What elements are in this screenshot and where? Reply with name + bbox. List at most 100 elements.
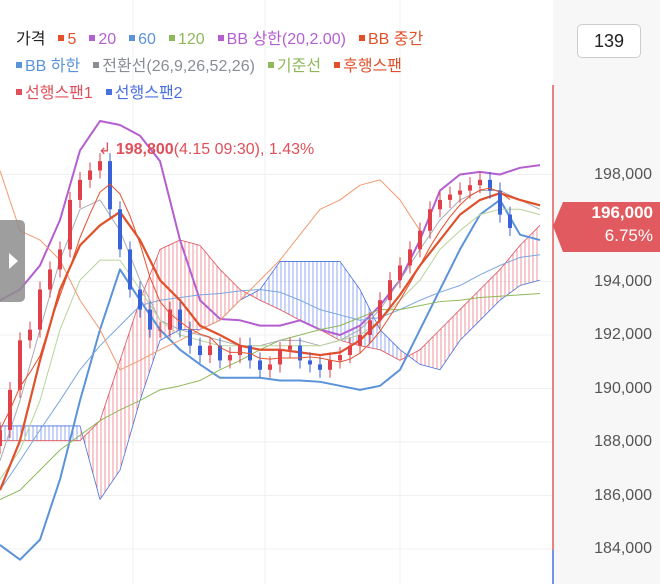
- candle-body: [478, 179, 482, 186]
- cloud-segment: [100, 360, 120, 500]
- max-detail: (4.15 09:30), 1.43%: [173, 141, 315, 158]
- legend-item[interactable]: 전환선(26,9,26,52,26): [93, 53, 255, 80]
- legend-swatch: [58, 34, 65, 41]
- candle-body: [468, 185, 472, 191]
- candle-body: [148, 309, 152, 330]
- candle-body: [38, 289, 42, 330]
- legend-label: 선행스팬1: [25, 85, 93, 102]
- candle-body: [258, 360, 262, 370]
- cloud-segment: [460, 289, 480, 341]
- candle-count-box[interactable]: 139: [577, 24, 641, 58]
- candle-body: [288, 345, 292, 350]
- candle-body: [28, 329, 32, 341]
- legend-swatch: [16, 61, 22, 68]
- legend-item[interactable]: 20: [89, 26, 116, 53]
- series-line: [0, 170, 421, 371]
- legend-label: 후행스팬: [343, 58, 402, 75]
- candle-body: [18, 340, 22, 390]
- span2-line: [0, 261, 541, 500]
- candle-body: [398, 265, 402, 281]
- candle-body: [98, 161, 102, 171]
- candle-body: [228, 355, 232, 361]
- legend-label: BB 하한: [25, 58, 81, 75]
- expand-panel-handle[interactable]: [0, 220, 25, 302]
- candle-body: [388, 280, 392, 301]
- candle-body: [318, 364, 322, 370]
- cloud-segment: [320, 261, 340, 341]
- candle-body: [508, 214, 512, 228]
- legend-item[interactable]: 5: [58, 26, 76, 53]
- candle-body: [168, 309, 172, 330]
- candle-body: [178, 309, 182, 330]
- candle-body: [118, 209, 122, 250]
- legend-swatch: [89, 34, 96, 41]
- series-line: [0, 198, 541, 561]
- legend-label: 기준선: [276, 58, 322, 75]
- legend: 가격 5 20 60 120 BB 상한(20,2.00) BB 중간 BB 하한 전환선(26…: [16, 26, 556, 107]
- candle-body: [488, 179, 492, 191]
- legend-item[interactable]: 선행스팬2: [105, 80, 183, 107]
- cloud-segment: [420, 329, 440, 370]
- candle-body: [68, 199, 72, 250]
- candle-body: [138, 289, 142, 310]
- y-tick-label: 194,000: [594, 272, 652, 290]
- candle-body: [238, 345, 242, 356]
- legend-item[interactable]: 후행스팬: [334, 53, 402, 80]
- legend-item[interactable]: 선행스팬1: [16, 80, 93, 107]
- cloud-segment: [280, 261, 300, 321]
- candle-body: [458, 190, 462, 195]
- current-price: 196,000: [591, 203, 653, 222]
- cloud-segment: [180, 240, 200, 330]
- legend-label: BB 상한(20,2.00): [226, 31, 346, 48]
- candle-body: [308, 360, 312, 365]
- cloud-segment: [60, 425, 80, 441]
- candle-body: [58, 249, 62, 270]
- legend-item[interactable]: BB 중간: [358, 26, 423, 53]
- current-change: 6.75%: [604, 226, 653, 245]
- legend-label: 5: [67, 31, 77, 48]
- legend-item[interactable]: 120: [168, 26, 205, 53]
- legend-item[interactable]: 가격: [16, 26, 45, 53]
- candle-body: [188, 329, 192, 346]
- legend-swatch: [16, 88, 22, 95]
- candle-body: [428, 209, 432, 231]
- legend-swatch: [129, 34, 136, 41]
- legend-label: 선행스팬2: [114, 85, 183, 102]
- legend-swatch: [168, 34, 175, 41]
- legend-swatch: [93, 61, 100, 68]
- series-line: [0, 190, 541, 461]
- cloud-segment: [260, 261, 280, 310]
- series-line: [0, 120, 541, 336]
- span1-line: [0, 225, 541, 442]
- candle-body: [198, 345, 202, 356]
- candle-body: [408, 249, 412, 266]
- candle-body: [158, 329, 162, 331]
- cloud-segment: [300, 261, 320, 330]
- legend-item[interactable]: 60: [129, 26, 156, 53]
- max-price: 198,800: [115, 141, 174, 158]
- candle-body: [48, 269, 52, 290]
- max-arrow-icon: ↲: [98, 141, 116, 158]
- legend-item[interactable]: BB 하한: [16, 53, 80, 80]
- candle-body: [128, 249, 132, 290]
- legend-label: 전환선(26,9,26,52,26): [102, 58, 255, 75]
- legend-swatch: [217, 34, 224, 41]
- cloud-segment: [120, 300, 140, 471]
- y-tick-label: 186,000: [594, 486, 652, 504]
- legend-swatch: [358, 34, 365, 41]
- cloud-segment: [380, 329, 400, 361]
- legend-label: 20: [98, 31, 117, 48]
- legend-swatch: [105, 88, 112, 95]
- candle-body: [108, 161, 112, 210]
- series-line: [0, 293, 541, 500]
- legend-label: 가격: [16, 31, 46, 48]
- cloud-segment: [40, 425, 60, 441]
- candle-body: [498, 190, 502, 215]
- ma5-line: [0, 183, 511, 431]
- cloud-segment: [480, 269, 500, 321]
- candle-body: [338, 355, 342, 361]
- candle-body: [208, 345, 212, 356]
- legend-item[interactable]: BB 상한(20,2.00): [217, 26, 346, 53]
- legend-item[interactable]: 기준선: [267, 53, 322, 80]
